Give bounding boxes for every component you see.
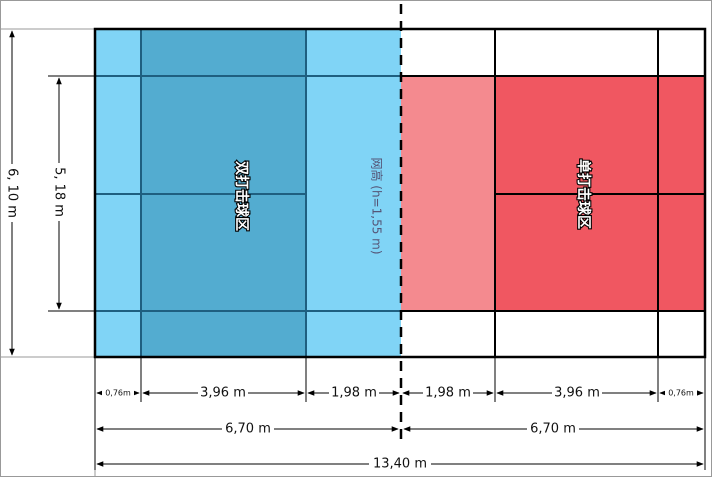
- dim-alley-left: 0,76m: [105, 389, 131, 398]
- half-left-bg: [222, 421, 274, 437]
- dim-back-left: 3,96 m: [200, 386, 246, 401]
- dim-width-singles-label: 5, 18 m: [52, 167, 67, 217]
- half-right-bg: [527, 421, 579, 437]
- singles-lines: [401, 29, 705, 357]
- dim-width-total: 6, 10 m: [4, 30, 20, 356]
- segment-label-bg: [102, 385, 697, 401]
- dim-half-left: 6,70 m: [225, 422, 271, 437]
- net-height-label: 网高 (h=1,55 m): [370, 157, 385, 254]
- dim-alley-right: 0,76m: [668, 389, 694, 398]
- total-bg: [369, 456, 431, 472]
- doubles-lines: [95, 29, 401, 357]
- dim-back-right: 3,96 m: [554, 386, 600, 401]
- dim-half-right: 6,70 m: [530, 422, 576, 437]
- dim-front-right: 1,98 m: [425, 386, 471, 401]
- dim-width-singles: 5, 18 m: [48, 75, 95, 312]
- dim-width-total-label: 6, 10 m: [5, 168, 20, 218]
- doubles-zone-label: 双打击球区: [233, 161, 250, 231]
- segment-ticks: [94, 357, 706, 470]
- singles-zone-label: 单打击球区: [575, 159, 592, 229]
- dim-front-left: 1,98 m: [331, 386, 377, 401]
- dim-length-total: 13,40 m: [373, 457, 427, 472]
